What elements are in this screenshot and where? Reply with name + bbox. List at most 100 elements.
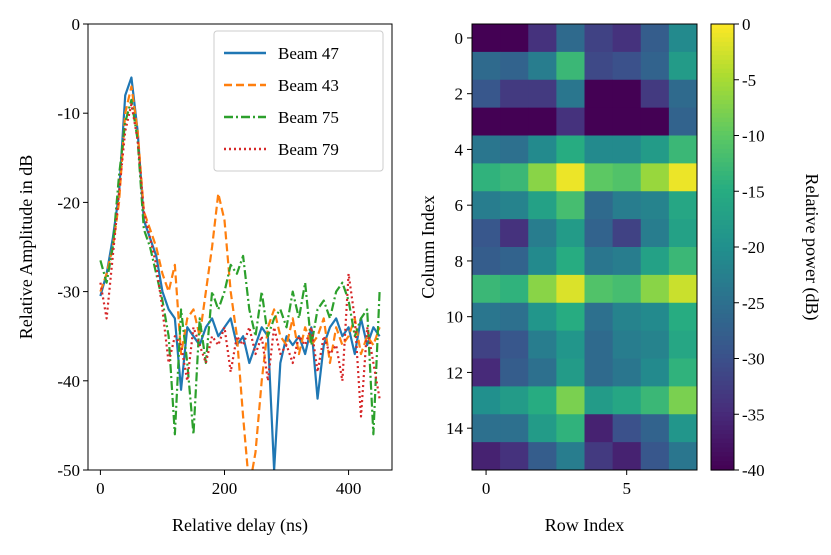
colorbar-segment bbox=[711, 206, 734, 212]
x-tick-label: 0 bbox=[96, 479, 105, 498]
heatmap-cell bbox=[668, 163, 698, 192]
colorbar-segment bbox=[711, 376, 734, 382]
colorbar-segment bbox=[711, 336, 734, 342]
heatmap-cell bbox=[612, 219, 642, 248]
colorbar-segment bbox=[711, 224, 734, 230]
heatmap-cell bbox=[472, 442, 501, 471]
colorbar-segment bbox=[711, 349, 734, 355]
colorbar-segment bbox=[711, 157, 734, 163]
colorbar-segment bbox=[711, 278, 734, 284]
legend-label: Beam 79 bbox=[278, 140, 339, 159]
y-tick-label: 12 bbox=[446, 363, 463, 382]
colorbar-segment bbox=[711, 104, 734, 110]
colorbar-segment bbox=[711, 135, 734, 141]
series-line-beam-75 bbox=[99, 98, 381, 436]
colorbar-segment bbox=[711, 193, 734, 199]
colorbar-segment bbox=[711, 113, 734, 119]
colorbar-segment bbox=[711, 340, 734, 346]
colorbar-segment bbox=[711, 95, 734, 101]
heatmap-cell bbox=[500, 247, 529, 276]
colorbar-label: Relative power (dB) bbox=[801, 174, 822, 321]
colorbar-segment bbox=[711, 126, 734, 132]
heatmap-cell bbox=[584, 79, 614, 109]
heatmap-cell bbox=[640, 302, 670, 332]
colorbar-segment bbox=[711, 260, 734, 266]
y-tick-label: -40 bbox=[57, 372, 80, 391]
colorbar-segment bbox=[711, 247, 734, 253]
colorbar-segment bbox=[711, 117, 734, 123]
colorbar-segment bbox=[711, 108, 734, 114]
x-axis-label: Relative delay (ns) bbox=[172, 515, 308, 536]
heatmap-cell bbox=[528, 247, 557, 276]
heatmap-cell bbox=[472, 302, 501, 332]
series-line-beam-47 bbox=[99, 76, 381, 470]
heatmap-cell bbox=[640, 107, 670, 136]
heatmap-cell bbox=[500, 51, 529, 81]
heatmap-cell bbox=[612, 274, 642, 304]
heatmap-cell bbox=[528, 79, 557, 109]
heatmap-cell bbox=[556, 386, 585, 415]
heatmap-cell bbox=[612, 302, 642, 332]
colorbar-segment bbox=[711, 434, 734, 440]
colorbar: 0 -5 -10 -15 -20 -25 -30 -35 -40 Relative power (… bbox=[710, 15, 822, 480]
heatmap-cell bbox=[612, 442, 642, 471]
colorbar-segment bbox=[711, 394, 734, 400]
heatmap-cell bbox=[668, 330, 698, 359]
colorbar-segment bbox=[711, 425, 734, 431]
heatmap-cell bbox=[612, 24, 642, 53]
colorbar-segment bbox=[711, 81, 734, 88]
heatmap-cell bbox=[668, 51, 698, 81]
heatmap-cell bbox=[528, 135, 557, 164]
y-tick-label: 4 bbox=[455, 140, 464, 159]
colorbar-segment bbox=[711, 148, 734, 154]
heatmap-cell bbox=[528, 442, 557, 471]
heatmap-cell bbox=[584, 24, 614, 53]
colorbar-segment bbox=[711, 171, 734, 177]
colorbar-tick-label: -5 bbox=[742, 71, 756, 90]
colorbar-segment bbox=[711, 211, 734, 217]
heatmap-cell bbox=[668, 274, 698, 304]
colorbar-segment bbox=[711, 300, 734, 306]
colorbar-segment bbox=[711, 220, 734, 226]
heatmap-cell bbox=[584, 135, 614, 164]
heatmap-cell bbox=[556, 163, 585, 192]
y-tick-label: -50 bbox=[57, 461, 80, 480]
heatmap-cell bbox=[640, 358, 670, 387]
colorbar-segment bbox=[711, 461, 734, 467]
colorbar-segment bbox=[711, 331, 734, 337]
x-tick-label: 200 bbox=[212, 479, 238, 498]
colorbar-segment bbox=[711, 139, 734, 146]
heatmap-cell bbox=[640, 219, 670, 248]
legend-box bbox=[213, 30, 384, 172]
colorbar-segment bbox=[711, 420, 734, 426]
heatmap-cell bbox=[668, 247, 698, 276]
colorbar-segment bbox=[711, 403, 734, 409]
colorbar-segment bbox=[711, 46, 734, 52]
heatmap-cell bbox=[528, 274, 557, 304]
colorbar-segment bbox=[711, 233, 734, 239]
y-axis-label: Relative Amplitude in dB bbox=[16, 155, 36, 339]
heatmap-cell bbox=[472, 219, 501, 248]
colorbar-segment bbox=[711, 242, 734, 248]
heatmap-cell bbox=[584, 247, 614, 276]
heatmap-cell bbox=[528, 386, 557, 415]
colorbar-segment bbox=[711, 59, 734, 65]
heatmap-cell bbox=[668, 358, 698, 387]
colorbar-segment bbox=[711, 296, 734, 302]
heatmap-cell bbox=[500, 302, 529, 332]
heatmap-cell bbox=[556, 219, 585, 248]
colorbar-segment bbox=[711, 180, 734, 186]
y-axis-label: Column Index bbox=[418, 195, 438, 299]
heatmap-cell bbox=[500, 163, 529, 192]
heatmap-cell bbox=[556, 51, 585, 81]
heatmap-cell bbox=[472, 414, 501, 443]
colorbar-tick-label: -20 bbox=[742, 238, 765, 257]
x-tick-label: 0 bbox=[482, 479, 491, 498]
colorbar-segment bbox=[711, 313, 734, 319]
colorbar-segment bbox=[711, 166, 734, 172]
colorbar-segment bbox=[711, 215, 734, 221]
y-tick-label: 10 bbox=[446, 308, 463, 327]
series-line-beam-43 bbox=[99, 85, 381, 470]
heatmap-cell bbox=[472, 330, 501, 359]
heatmap-cell bbox=[584, 219, 614, 248]
